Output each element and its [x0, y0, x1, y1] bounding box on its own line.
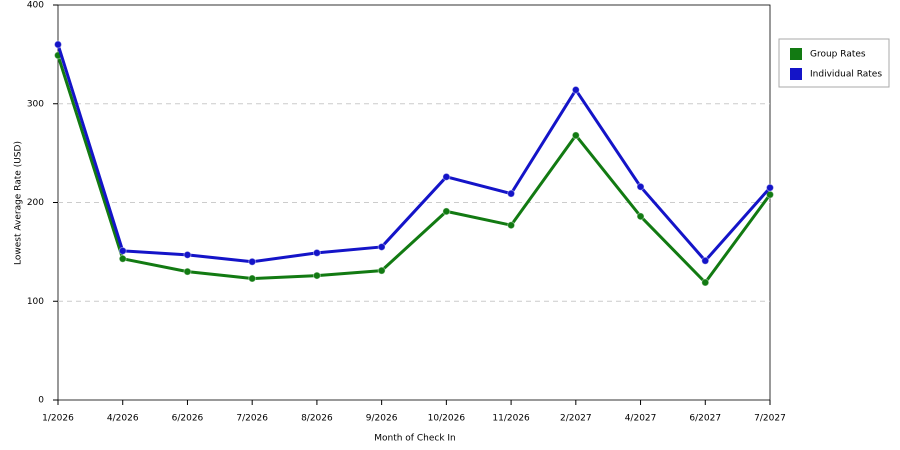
- data-point: [507, 221, 516, 230]
- data-point: [183, 267, 192, 276]
- legend-swatch: [790, 68, 802, 80]
- y-tick-label: 200: [27, 198, 44, 208]
- x-tick-label: 8/2026: [301, 414, 333, 424]
- data-point: [118, 254, 127, 263]
- x-tick-label: 11/2026: [492, 414, 530, 424]
- x-tick-label: 2/2027: [560, 414, 592, 424]
- x-tick-label: 4/2026: [107, 414, 139, 424]
- data-point: [571, 131, 580, 140]
- data-point: [442, 172, 451, 181]
- legend-label: Individual Rates: [810, 70, 882, 80]
- data-point: [442, 207, 451, 216]
- legend-label: Group Rates: [810, 50, 866, 60]
- data-point: [248, 257, 257, 266]
- x-tick-label: 9/2026: [366, 414, 398, 424]
- data-point: [118, 246, 127, 255]
- data-point: [766, 183, 774, 192]
- series-line: [56, 54, 772, 284]
- x-tick-label: 4/2027: [625, 414, 657, 424]
- data-point: [377, 242, 386, 251]
- data-point: [571, 85, 580, 94]
- x-axis-label: Month of Check In: [374, 434, 456, 444]
- x-tick-label: 1/2026: [42, 414, 74, 424]
- data-point: [701, 256, 710, 265]
- y-tick-label: 300: [27, 99, 44, 109]
- legend-swatch: [790, 48, 802, 60]
- y-tick-label: 100: [27, 297, 44, 307]
- data-point: [54, 40, 62, 49]
- y-tick-label: 400: [27, 1, 44, 11]
- series-line: [56, 44, 772, 264]
- data-point: [312, 271, 321, 280]
- x-tick-label: 10/2026: [428, 414, 466, 424]
- data-point: [701, 278, 710, 287]
- x-tick-label: 7/2027: [754, 414, 786, 424]
- data-point: [377, 266, 386, 275]
- data-point: [507, 189, 516, 198]
- data-point: [312, 248, 321, 257]
- data-point: [636, 182, 645, 191]
- x-tick-label: 6/2026: [172, 414, 204, 424]
- y-axis-label: Lowest Average Rate (USD): [14, 141, 24, 265]
- y-tick-label: 0: [38, 396, 44, 406]
- x-tick-label: 7/2026: [236, 414, 268, 424]
- x-tick-label: 6/2027: [689, 414, 721, 424]
- data-point: [248, 274, 257, 283]
- data-point: [183, 250, 192, 259]
- data-point: [636, 212, 645, 221]
